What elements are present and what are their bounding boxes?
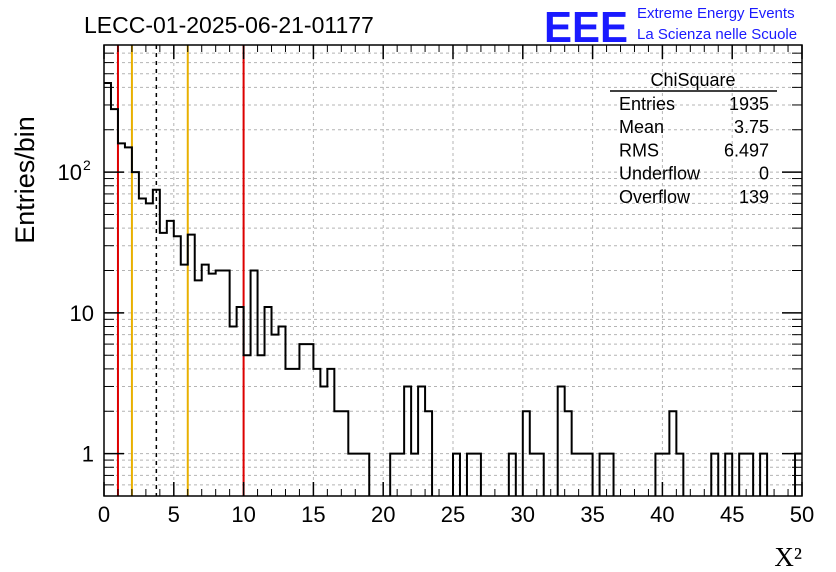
stats-rows: Entries 1935 Mean 3.75 RMS 6.497 Underflow 0 Ove…	[619, 94, 769, 207]
x-tick-label: 0	[98, 502, 110, 527]
stats-label: Overflow	[619, 187, 691, 207]
y-tick-label: 10	[58, 160, 82, 185]
stats-value: 1935	[729, 94, 769, 114]
stats-label: RMS	[619, 140, 659, 160]
grid	[104, 45, 802, 496]
stats-label: Underflow	[619, 164, 701, 184]
histogram-line	[104, 81, 802, 496]
stats-label: Entries	[619, 94, 675, 114]
x-tick-label: 35	[580, 502, 604, 527]
logo-line1: Extreme Energy Events	[637, 5, 795, 22]
x-tick-label: 5	[168, 502, 180, 527]
x-axis-label: X²	[774, 542, 802, 572]
chart-title: LECC-01-2025-06-21-01177	[84, 12, 374, 38]
stats-title: ChiSquare	[650, 70, 735, 90]
stats-value: 3.75	[734, 117, 769, 137]
stats-value: 139	[739, 187, 769, 207]
stats-value: 6.497	[724, 140, 769, 160]
x-tick-label: 45	[720, 502, 744, 527]
x-tick-label: 15	[301, 502, 325, 527]
stats-box: ChiSquare Entries 1935 Mean 3.75 RMS 6.497 Und…	[610, 70, 777, 207]
x-tick-label: 40	[650, 502, 674, 527]
y-tick-label: 1	[82, 442, 94, 467]
y-tick-label: 10	[70, 301, 94, 326]
x-tick-label: 25	[441, 502, 465, 527]
x-tick-label: 10	[231, 502, 255, 527]
x-tick-label: 50	[790, 502, 814, 527]
eee-logo: EEE Extreme Energy Events La Scienza nel…	[544, 3, 797, 52]
x-tick-label: 20	[371, 502, 395, 527]
y-tick-exponent: 2	[83, 157, 91, 173]
stats-value: 0	[759, 164, 769, 184]
stats-label: Mean	[619, 117, 664, 137]
y-axis-label: Entries/bin	[10, 116, 40, 244]
logo-line2: La Scienza nelle Scuole	[637, 26, 797, 43]
x-tick-label: 30	[511, 502, 535, 527]
reference-lines	[116, 45, 245, 496]
logo-text: EEE	[544, 3, 628, 52]
